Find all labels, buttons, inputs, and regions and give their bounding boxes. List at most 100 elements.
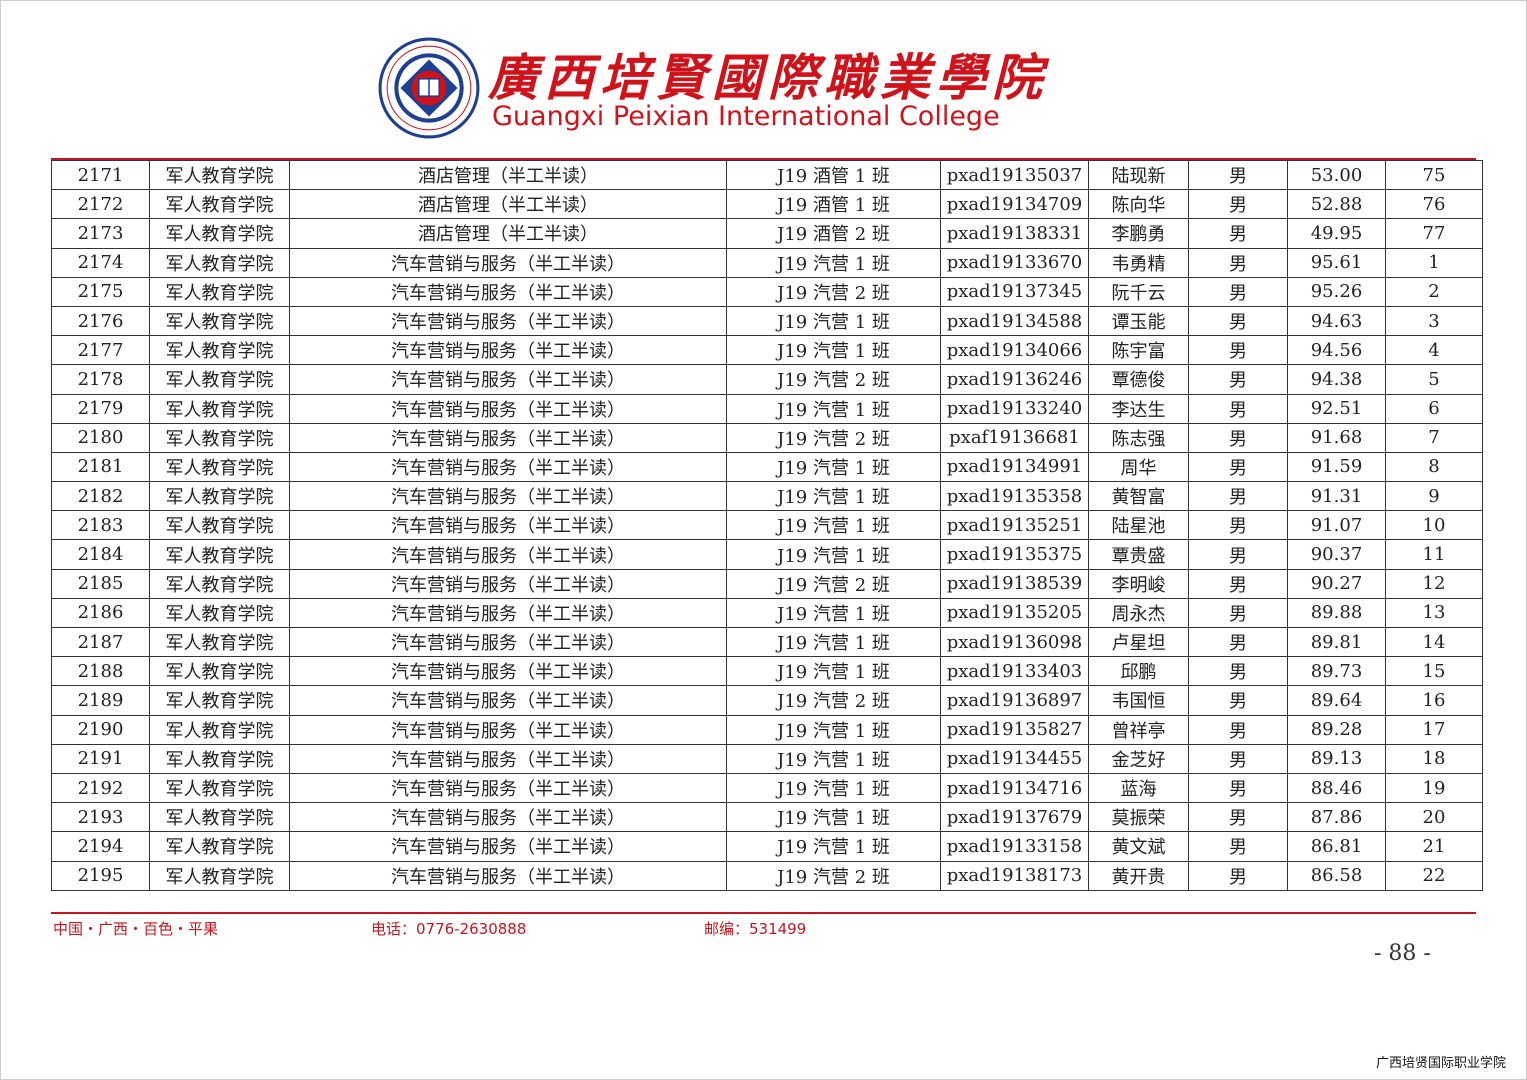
- class-cell: J19 汽营 1 班: [726, 481, 941, 512]
- major-cell: 汽车营销与服务（半工半读）: [289, 831, 727, 862]
- row-number-cell: 2189: [51, 685, 150, 716]
- table-row: 2181 军人教育学院 汽车营销与服务（半工半读） J19 汽营 1 班 pxad191…: [51, 451, 1483, 483]
- college-cell: 军人教育学院: [149, 335, 290, 366]
- student-name-cell: 黄开贵: [1088, 860, 1189, 891]
- student-id-cell: pxad19135375: [940, 539, 1089, 570]
- college-cell: 军人教育学院: [149, 364, 290, 395]
- college-cell: 军人教育学院: [149, 860, 290, 891]
- row-number-cell: 2176: [51, 305, 150, 337]
- student-id-cell: pxad19136098: [940, 626, 1089, 658]
- rank-cell: 21: [1385, 831, 1483, 862]
- student-name-cell: 周永杰: [1088, 597, 1189, 629]
- rank-cell: 5: [1385, 364, 1483, 395]
- row-number-cell: 2177: [51, 335, 150, 366]
- class-cell: J19 汽营 2 班: [726, 860, 941, 891]
- rank-cell: 16: [1385, 685, 1483, 716]
- score-cell: 88.46: [1287, 772, 1386, 804]
- score-cell: 94.38: [1287, 364, 1386, 395]
- score-cell: 91.59: [1287, 451, 1386, 483]
- rank-cell: 18: [1385, 743, 1483, 774]
- student-id-cell: pxad19136246: [940, 364, 1089, 395]
- student-id-cell: pxad19135358: [940, 481, 1089, 512]
- gender-cell: 男: [1188, 772, 1288, 804]
- table-row: 2171 军人教育学院 酒店管理（半工半读） J19 酒管 1 班 pxad191350…: [51, 159, 1483, 191]
- student-id-cell: pxad19134991: [940, 451, 1089, 483]
- college-cell: 军人教育学院: [149, 189, 290, 220]
- college-cell: 军人教育学院: [149, 218, 290, 249]
- rank-cell: 17: [1385, 714, 1483, 745]
- major-cell: 酒店管理（半工半读）: [289, 189, 727, 220]
- student-name-cell: 谭玉能: [1088, 305, 1189, 337]
- page-number: - 88 -: [1374, 941, 1431, 966]
- college-cell: 军人教育学院: [149, 305, 290, 337]
- college-cell: 军人教育学院: [149, 510, 290, 541]
- student-name-cell: 邱鹏: [1088, 656, 1189, 687]
- student-name-cell: 陆现新: [1088, 159, 1189, 191]
- row-number-cell: 2172: [51, 189, 150, 220]
- rank-cell: 11: [1385, 539, 1483, 570]
- row-number-cell: 2182: [51, 481, 150, 512]
- student-id-cell: pxaf19136681: [940, 422, 1089, 453]
- rank-cell: 4: [1385, 335, 1483, 366]
- student-name-cell: 陈宇富: [1088, 335, 1189, 366]
- gender-cell: 男: [1188, 685, 1288, 716]
- class-cell: J19 汽营 1 班: [726, 743, 941, 774]
- class-cell: J19 汽营 2 班: [726, 685, 941, 716]
- row-number-cell: 2187: [51, 626, 150, 658]
- gender-cell: 男: [1188, 247, 1288, 278]
- class-cell: J19 汽营 1 班: [726, 539, 941, 570]
- student-id-cell: pxad19138331: [940, 218, 1089, 249]
- table-row: 2187 军人教育学院 汽车营销与服务（半工半读） J19 汽营 1 班 pxad191…: [51, 626, 1483, 658]
- student-score-table: 2171 军人教育学院 酒店管理（半工半读） J19 酒管 1 班 pxad191350…: [51, 159, 1483, 891]
- rank-cell: 7: [1385, 422, 1483, 453]
- major-cell: 酒店管理（半工半读）: [289, 159, 727, 191]
- gender-cell: 男: [1188, 159, 1288, 191]
- table-row: 2195 军人教育学院 汽车营销与服务（半工半读） J19 汽营 2 班 pxad191…: [51, 860, 1483, 891]
- student-name-cell: 陆星池: [1088, 510, 1189, 541]
- rank-cell: 1: [1385, 247, 1483, 278]
- rank-cell: 9: [1385, 481, 1483, 512]
- major-cell: 汽车营销与服务（半工半读）: [289, 422, 727, 453]
- table-row: 2179 军人教育学院 汽车营销与服务（半工半读） J19 汽营 1 班 pxad191…: [51, 393, 1483, 424]
- score-cell: 53.00: [1287, 159, 1386, 191]
- gender-cell: 男: [1188, 656, 1288, 687]
- gender-cell: 男: [1188, 568, 1288, 599]
- major-cell: 汽车营销与服务（半工半读）: [289, 481, 727, 512]
- college-cell: 军人教育学院: [149, 481, 290, 512]
- student-name-cell: 李达生: [1088, 393, 1189, 424]
- major-cell: 汽车营销与服务（半工半读）: [289, 305, 727, 337]
- student-name-cell: 黄文斌: [1088, 831, 1189, 862]
- college-cell: 军人教育学院: [149, 685, 290, 716]
- rank-cell: 77: [1385, 218, 1483, 249]
- major-cell: 汽车营销与服务（半工半读）: [289, 393, 727, 424]
- rank-cell: 8: [1385, 451, 1483, 483]
- student-id-cell: pxad19133158: [940, 831, 1089, 862]
- student-name-cell: 金芝好: [1088, 743, 1189, 774]
- table-row: 2190 军人教育学院 汽车营销与服务（半工半读） J19 汽营 1 班 pxad191…: [51, 714, 1483, 745]
- row-number-cell: 2171: [51, 159, 150, 191]
- student-name-cell: 李鹏勇: [1088, 218, 1189, 249]
- class-cell: J19 汽营 1 班: [726, 451, 941, 483]
- table-row: 2192 军人教育学院 汽车营销与服务（半工半读） J19 汽营 1 班 pxad191…: [51, 772, 1483, 804]
- student-id-cell: pxad19134066: [940, 335, 1089, 366]
- row-number-cell: 2178: [51, 364, 150, 395]
- footer-phone: 电话：0776-2630888: [371, 920, 527, 938]
- college-cell: 军人教育学院: [149, 597, 290, 629]
- student-id-cell: pxad19134709: [940, 189, 1089, 220]
- score-cell: 94.56: [1287, 335, 1386, 366]
- gender-cell: 男: [1188, 218, 1288, 249]
- class-cell: J19 酒管 1 班: [726, 189, 941, 220]
- footer-address: 中国・广西・百色・平果: [53, 920, 219, 938]
- gender-cell: 男: [1188, 714, 1288, 745]
- row-number-cell: 2188: [51, 656, 150, 687]
- student-id-cell: pxad19138539: [940, 568, 1089, 599]
- gender-cell: 男: [1188, 597, 1288, 629]
- rank-cell: 20: [1385, 802, 1483, 833]
- college-cell: 军人教育学院: [149, 568, 290, 599]
- college-logo: [378, 37, 480, 139]
- row-number-cell: 2175: [51, 276, 150, 307]
- student-name-cell: 黄智富: [1088, 481, 1189, 512]
- college-cell: 军人教育学院: [149, 772, 290, 804]
- student-id-cell: pxad19136897: [940, 685, 1089, 716]
- college-cell: 军人教育学院: [149, 831, 290, 862]
